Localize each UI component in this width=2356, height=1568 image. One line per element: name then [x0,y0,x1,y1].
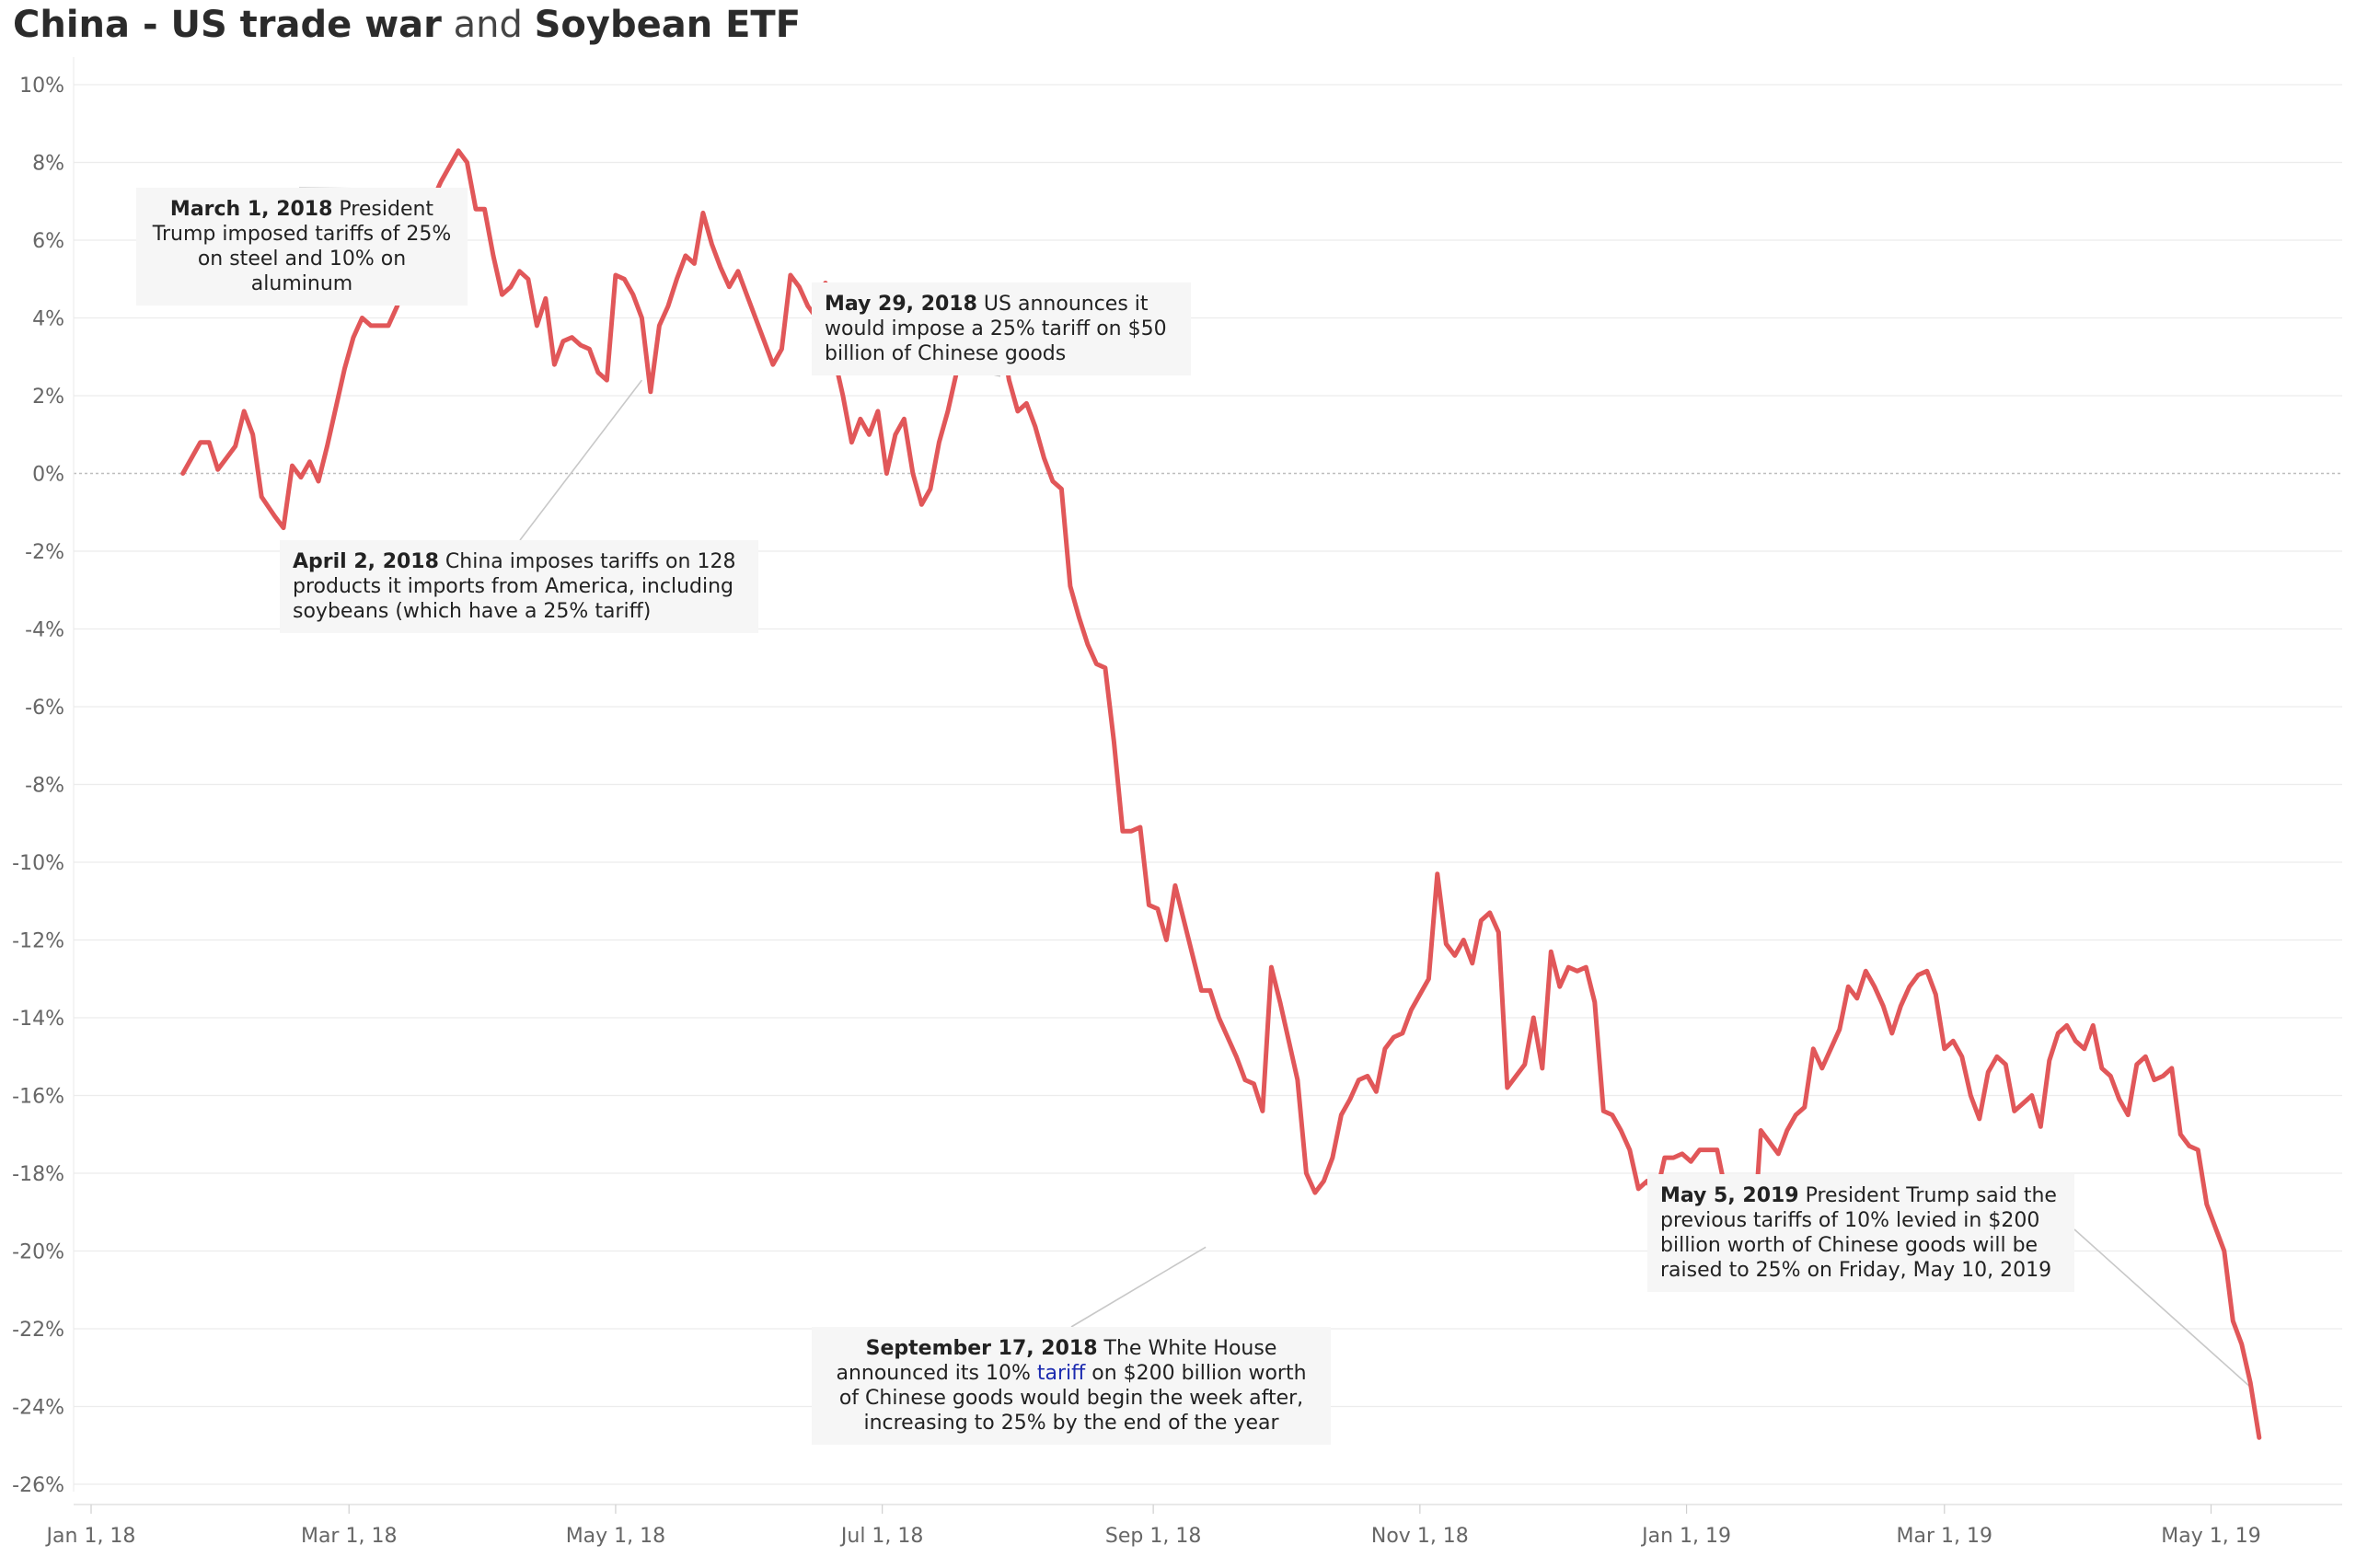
y-tick-label: 4% [32,308,64,331]
x-tick-label: Jan 1, 19 [1640,1525,1731,1548]
annotation-date: March 1, 2018 [169,198,333,221]
series-layer [180,148,2262,1440]
chart-title: China - US trade war and Soybean ETF [13,4,801,46]
y-tick-label: -4% [25,619,64,642]
y-tick-label: -14% [12,1008,64,1031]
annotation-text: The White House announced its 10% [836,1337,1277,1385]
annotation-text: China imposes tariffs on 128 products it… [293,550,736,623]
x-axis-ticks: Jan 1, 18 Mar 1, 18 May 1, 18 Jul 1, 18 Sep … [45,1505,2261,1548]
y-tick-label: -10% [12,852,64,875]
y-tick-label: 10% [19,75,64,98]
x-tick-label: Sep 1, 18 [1105,1525,1201,1548]
x-tick-label: Jul 1, 18 [839,1525,924,1548]
y-tick-label: -16% [12,1086,64,1109]
annotation-may-2018: May 29, 2018 US announces it would impos… [812,282,1191,375]
annotation-date: May 5, 2019 [1660,1184,1799,1207]
y-tick-label: -12% [12,930,64,953]
x-tick-label: May 1, 19 [2161,1525,2260,1548]
annotation-text: President Trump said the previous tariff… [1660,1184,2057,1282]
x-tick-label: Jan 1, 18 [45,1525,136,1548]
title-part-3: Soybean ETF [534,4,802,46]
y-tick-label: -20% [12,1241,64,1264]
y-axis-ticks: 10% 8% 6% 4% 2% 0% -2% -4% -6% -8% -10% -12% -14% -16… [12,75,64,1497]
annotation-text: US announces it would impose a 25% tarif… [825,293,1167,365]
y-tick-label: -2% [25,541,64,564]
annotation-apr-2018: April 2, 2018 China imposes tariffs on 1… [280,540,758,633]
soybean-etf-line [180,148,2262,1440]
y-tick-label: -18% [12,1163,64,1186]
x-tick-label: May 1, 18 [566,1525,665,1548]
title-part-1: China - US trade war [13,4,442,46]
x-tick-label: Mar 1, 18 [301,1525,397,1548]
annotation-leader-line [2073,1228,2251,1388]
x-tick-label: Nov 1, 18 [1371,1525,1469,1548]
annotation-leader-line [1070,1246,1207,1328]
x-tick-label: Mar 1, 19 [1897,1525,1992,1548]
title-part-2: and [441,4,535,46]
annotation-text: President Trump imposed tariffs of 25% o… [152,198,452,295]
y-tick-label: -24% [12,1397,64,1420]
y-tick-label: 6% [32,230,64,253]
annotation-text-cont: on $200 billion worth of Chinese goods w… [838,1362,1307,1435]
y-tick-label: -26% [12,1474,64,1497]
annotation-date: April 2, 2018 [293,550,439,573]
annotation-may-2019: May 5, 2019 President Trump said the pre… [1647,1174,2074,1292]
annotation-leader-line [519,379,643,541]
annotation-date: September 17, 2018 [865,1337,1098,1360]
y-tick-label: 2% [32,386,64,409]
tariff-link[interactable]: tariff [1036,1362,1086,1385]
annotation-sep-2018: September 17, 2018 The White House annou… [812,1327,1331,1445]
y-tick-label: -6% [25,697,64,720]
y-tick-label: 0% [32,464,64,487]
annotation-date: May 29, 2018 [825,293,977,316]
y-tick-label: -22% [12,1319,64,1342]
annotation-mar-2018: March 1, 2018 President Trump imposed ta… [136,188,468,306]
y-tick-label: -8% [25,775,64,798]
y-tick-label: 8% [32,153,64,176]
